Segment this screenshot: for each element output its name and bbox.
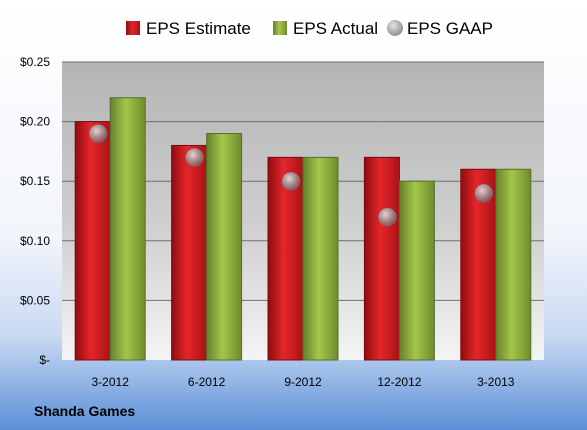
company-label: Shanda Games <box>34 403 135 419</box>
y-tick-label: $0.25 <box>20 55 50 69</box>
x-tick-label: 3-2012 <box>92 375 130 389</box>
x-tick-label: 12-2012 <box>377 375 421 389</box>
estimate-bar-3-2013 <box>460 168 497 361</box>
legend: EPS Estimate EPS Actual EPS GAAP <box>126 19 493 38</box>
x-axis-ticks: 3-2012 6-2012 9-2012 12-2012 3-2013 <box>92 375 515 389</box>
gaap-marker-6-2012 <box>185 148 204 167</box>
legend-label: EPS Actual <box>293 19 378 38</box>
gaap-marker-3-2012 <box>88 124 108 143</box>
actual-bar-6-2012 <box>206 133 243 361</box>
x-tick-label: 6-2012 <box>188 375 226 389</box>
bars <box>74 97 532 361</box>
legend-swatch-estimate <box>126 21 140 35</box>
x-tick-label: 3-2013 <box>477 375 515 389</box>
actual-bar-3-2012 <box>109 97 146 361</box>
estimate-bar-6-2012 <box>171 144 208 361</box>
estimate-bar-3-2012 <box>74 121 111 361</box>
estimate-bar-9-2012 <box>267 156 304 361</box>
y-tick-label: $0.05 <box>20 293 50 307</box>
actual-bar-3-2013 <box>495 168 532 361</box>
y-tick-label: $0.15 <box>20 174 50 188</box>
gaap-marker-12-2012 <box>378 207 397 227</box>
actual-bar-9-2012 <box>302 156 339 361</box>
gaap-marker-9-2012 <box>281 171 301 191</box>
legend-swatch-actual <box>273 21 287 35</box>
legend-swatch-gaap <box>387 20 403 36</box>
y-axis-ticks: $0.25 $0.20 $0.15 $0.10 $0.05 $- <box>20 55 50 367</box>
actual-bar-12-2012 <box>398 180 435 361</box>
gaap-marker-3-2013 <box>474 183 494 203</box>
y-tick-label: $- <box>39 353 50 367</box>
y-tick-label: $0.20 <box>20 115 50 129</box>
estimate-bar-12-2012 <box>363 156 400 361</box>
legend-label: EPS Estimate <box>146 19 251 38</box>
gaap-markers <box>88 124 494 227</box>
x-tick-label: 9-2012 <box>284 375 322 389</box>
y-tick-label: $0.10 <box>20 234 50 248</box>
legend-label: EPS GAAP <box>407 19 493 38</box>
